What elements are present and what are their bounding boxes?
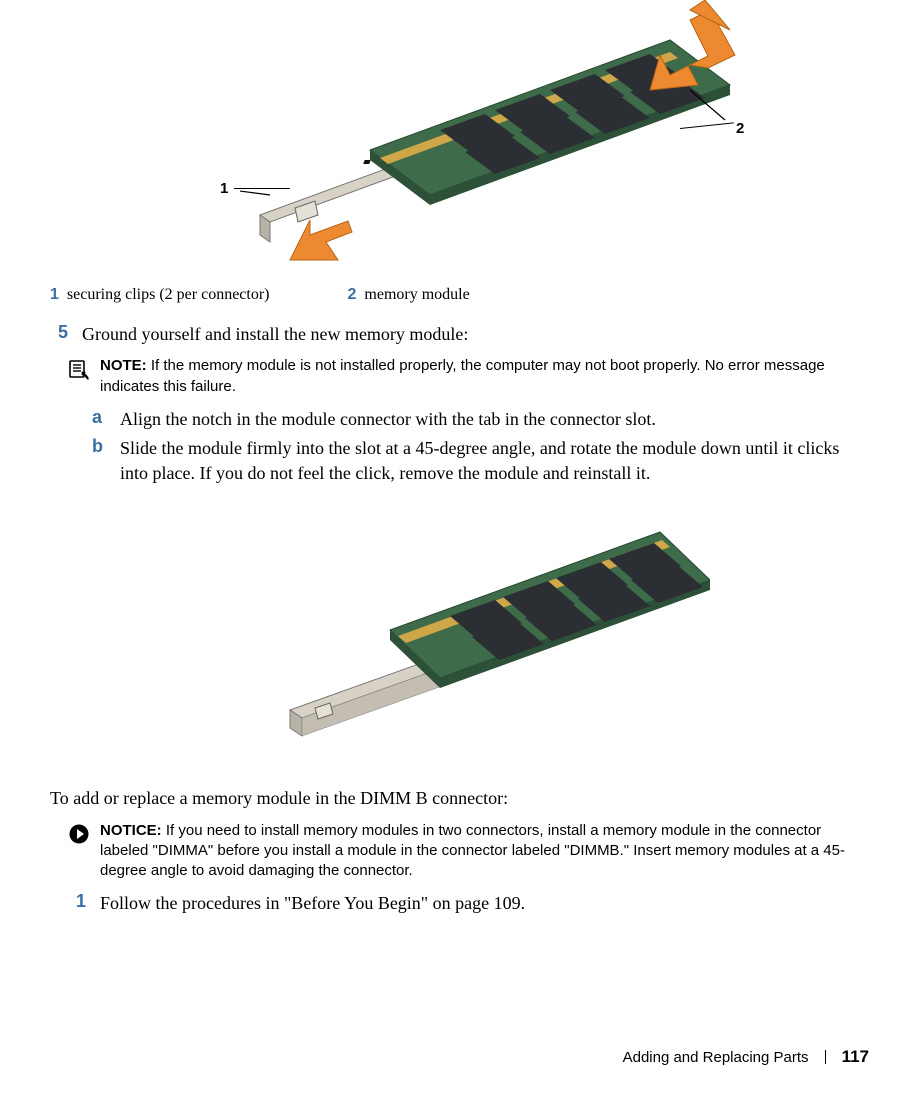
step-number: 5 [50, 322, 68, 346]
substep-text: Slide the module firmly into the slot at… [120, 436, 869, 486]
memory-module-removal-illustration [240, 0, 760, 270]
notice-body: If you need to install memory modules in… [100, 822, 845, 880]
dimmb-paragraph: To add or replace a memory module in the… [50, 786, 869, 810]
figure-legend: 1 securing clips (2 per connector) 2 mem… [50, 286, 869, 304]
step-5: 5 Ground yourself and install the new me… [50, 322, 869, 346]
step-text: Ground yourself and install the new memo… [82, 322, 869, 346]
note-block: NOTE: If the memory module is not instal… [68, 356, 869, 397]
figure-memory-insert [50, 510, 869, 770]
step-number: 1 [68, 891, 86, 915]
page-footer: Adding and Replacing Parts 117 [623, 1047, 869, 1067]
note-body: If the memory module is not installed pr… [100, 357, 825, 394]
substep-letter: b [92, 436, 106, 486]
substep-a: a Align the notch in the module connecto… [92, 407, 869, 432]
memory-module-insert-illustration [280, 510, 710, 750]
legend-key-2: 2 [348, 286, 357, 304]
notice-label: NOTICE: [100, 822, 162, 839]
substep-b: b Slide the module firmly into the slot … [92, 436, 869, 486]
footer-section-title: Adding and Replacing Parts [623, 1049, 809, 1066]
callout-1-number: 1 [220, 180, 228, 197]
notice-text-container: NOTICE: If you need to install memory mo… [100, 821, 869, 882]
footer-divider [825, 1050, 826, 1064]
note-label: NOTE: [100, 357, 147, 374]
legend-text-2: memory module [364, 286, 469, 304]
note-icon [68, 358, 90, 380]
notice-icon [68, 823, 90, 845]
substep-letter: a [92, 407, 106, 432]
note-text-container: NOTE: If the memory module is not instal… [100, 356, 869, 397]
callout-2-number: 2 [736, 120, 744, 137]
footer-page-number: 117 [842, 1047, 869, 1067]
figure-memory-removal: 1 2 [50, 0, 869, 280]
step-1: 1 Follow the procedures in "Before You B… [68, 891, 869, 915]
legend-key-1: 1 [50, 286, 59, 304]
legend-text-1: securing clips (2 per connector) [67, 286, 270, 304]
substep-text: Align the notch in the module connector … [120, 407, 869, 432]
step-text: Follow the procedures in "Before You Beg… [100, 891, 869, 915]
notice-block: NOTICE: If you need to install memory mo… [68, 821, 869, 882]
document-page: 1 2 1 securing clips (2 per connector) 2… [0, 0, 909, 1093]
